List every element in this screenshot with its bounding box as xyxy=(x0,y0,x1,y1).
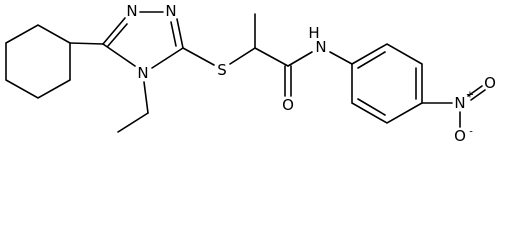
atom-label: N xyxy=(137,64,148,82)
bond xyxy=(182,47,215,66)
bond xyxy=(117,112,149,133)
bond xyxy=(329,51,353,65)
atom-label: N xyxy=(315,38,326,56)
charge-label: - xyxy=(469,127,473,138)
bond xyxy=(102,17,126,45)
atom-label: O xyxy=(454,127,466,145)
atom-label: N xyxy=(454,94,465,112)
bond xyxy=(287,51,313,67)
bond xyxy=(102,43,136,67)
bond xyxy=(357,98,386,116)
atom-label: O xyxy=(282,96,294,114)
cyclohexane-ring xyxy=(5,24,71,99)
bond xyxy=(357,51,386,69)
bond xyxy=(107,23,128,47)
bond xyxy=(254,47,289,67)
atom-label: H xyxy=(308,24,319,42)
bond xyxy=(467,85,483,97)
atom-label: O xyxy=(484,74,496,92)
bond xyxy=(69,42,104,45)
charge-label: + xyxy=(466,90,474,101)
atom-label: S xyxy=(217,61,227,79)
bond xyxy=(170,21,177,47)
molecule: N N N S O H N N + O O - xyxy=(5,2,496,145)
bond xyxy=(176,18,184,49)
bond xyxy=(143,81,149,114)
bond xyxy=(229,47,256,65)
bond xyxy=(470,89,486,101)
atom-label: N xyxy=(165,2,176,20)
benzene-ring xyxy=(351,43,423,124)
bond xyxy=(151,47,184,69)
page: N N N S O H N N + O O - (() => { const d… xyxy=(5,2,496,145)
atom-label: N xyxy=(126,2,137,20)
